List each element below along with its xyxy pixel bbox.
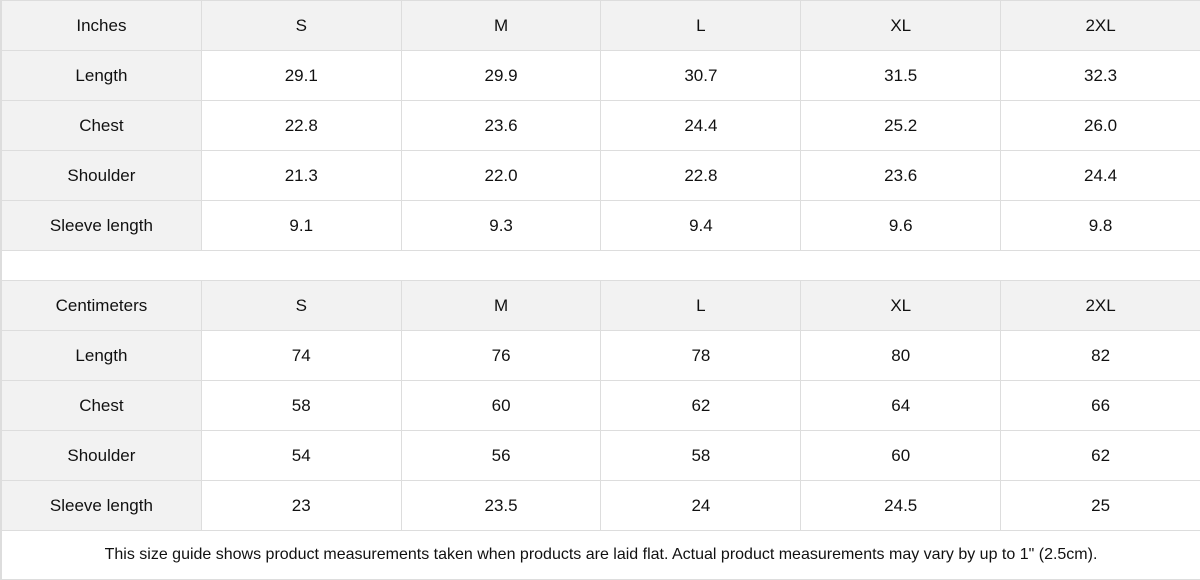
measurement-value: 60	[400, 380, 602, 431]
table-row: Sleeve length 9.1 9.3 9.4 9.6 9.8	[1, 200, 1200, 251]
measurement-value: 23	[200, 480, 402, 531]
measurement-label: Chest	[1, 100, 202, 151]
measurement-label: Length	[1, 50, 202, 101]
table-row: Length 29.1 29.9 30.7 31.5 32.3	[1, 50, 1200, 101]
measurement-value: 74	[200, 330, 402, 381]
measurement-value: 30.7	[600, 50, 802, 101]
spacer-cell	[1, 250, 1200, 281]
size-header: L	[600, 0, 802, 51]
size-header: XL	[800, 280, 1002, 331]
measurement-value: 58	[200, 380, 402, 431]
measurement-value: 66	[1000, 380, 1200, 431]
size-header: S	[200, 0, 402, 51]
unit-label: Centimeters	[1, 280, 202, 331]
table-row: Chest 22.8 23.6 24.4 25.2 26.0	[1, 100, 1200, 151]
measurement-label: Sleeve length	[1, 480, 202, 531]
measurement-value: 26.0	[1000, 100, 1200, 151]
measurement-value: 25.2	[800, 100, 1002, 151]
size-header: S	[200, 280, 402, 331]
measurement-value: 24.5	[800, 480, 1002, 531]
measurement-value: 23.6	[800, 150, 1002, 201]
measurement-value: 22.0	[400, 150, 602, 201]
measurement-value: 9.1	[200, 200, 402, 251]
measurement-value: 23.5	[400, 480, 602, 531]
measurement-value: 76	[400, 330, 602, 381]
measurement-value: 9.4	[600, 200, 802, 251]
size-guide-note: This size guide shows product measuremen…	[1, 530, 1200, 580]
table-row: Length 74 76 78 80 82	[1, 330, 1200, 381]
size-header: M	[400, 280, 602, 331]
measurement-value: 56	[400, 430, 602, 481]
size-header: M	[400, 0, 602, 51]
measurement-value: 62	[1000, 430, 1200, 481]
measurement-value: 60	[800, 430, 1002, 481]
measurement-label: Sleeve length	[1, 200, 202, 251]
measurement-value: 22.8	[200, 100, 402, 151]
measurement-value: 29.9	[400, 50, 602, 101]
size-header: XL	[800, 0, 1002, 51]
header-row: Inches S M L XL 2XL	[1, 0, 1200, 51]
measurement-label: Length	[1, 330, 202, 381]
measurement-value: 23.6	[400, 100, 602, 151]
measurement-label: Chest	[1, 380, 202, 431]
measurement-label: Shoulder	[1, 150, 202, 201]
measurement-value: 25	[1000, 480, 1200, 531]
measurement-value: 54	[200, 430, 402, 481]
measurement-value: 31.5	[800, 50, 1002, 101]
note-row: This size guide shows product measuremen…	[1, 530, 1200, 580]
table-row: Shoulder 21.3 22.0 22.8 23.6 24.4	[1, 150, 1200, 201]
measurement-value: 32.3	[1000, 50, 1200, 101]
measurement-value: 21.3	[200, 150, 402, 201]
measurement-value: 22.8	[600, 150, 802, 201]
measurement-value: 62	[600, 380, 802, 431]
measurement-label: Shoulder	[1, 430, 202, 481]
size-header: L	[600, 280, 802, 331]
spacer-row	[1, 250, 1200, 281]
measurement-value: 24.4	[600, 100, 802, 151]
measurement-value: 82	[1000, 330, 1200, 381]
measurement-value: 78	[600, 330, 802, 381]
measurement-value: 29.1	[200, 50, 402, 101]
table-row: Chest 58 60 62 64 66	[1, 380, 1200, 431]
measurement-value: 24.4	[1000, 150, 1200, 201]
unit-label: Inches	[1, 0, 202, 51]
header-row: Centimeters S M L XL 2XL	[1, 280, 1200, 331]
measurement-value: 24	[600, 480, 802, 531]
measurement-value: 80	[800, 330, 1002, 381]
table-row: Shoulder 54 56 58 60 62	[1, 430, 1200, 481]
measurement-value: 9.6	[800, 200, 1002, 251]
measurement-value: 9.8	[1000, 200, 1200, 251]
size-header: 2XL	[1000, 280, 1200, 331]
table-row: Sleeve length 23 23.5 24 24.5 25	[1, 480, 1200, 531]
measurement-value: 9.3	[400, 200, 602, 251]
measurement-value: 58	[600, 430, 802, 481]
measurement-value: 64	[800, 380, 1002, 431]
size-header: 2XL	[1000, 0, 1200, 51]
